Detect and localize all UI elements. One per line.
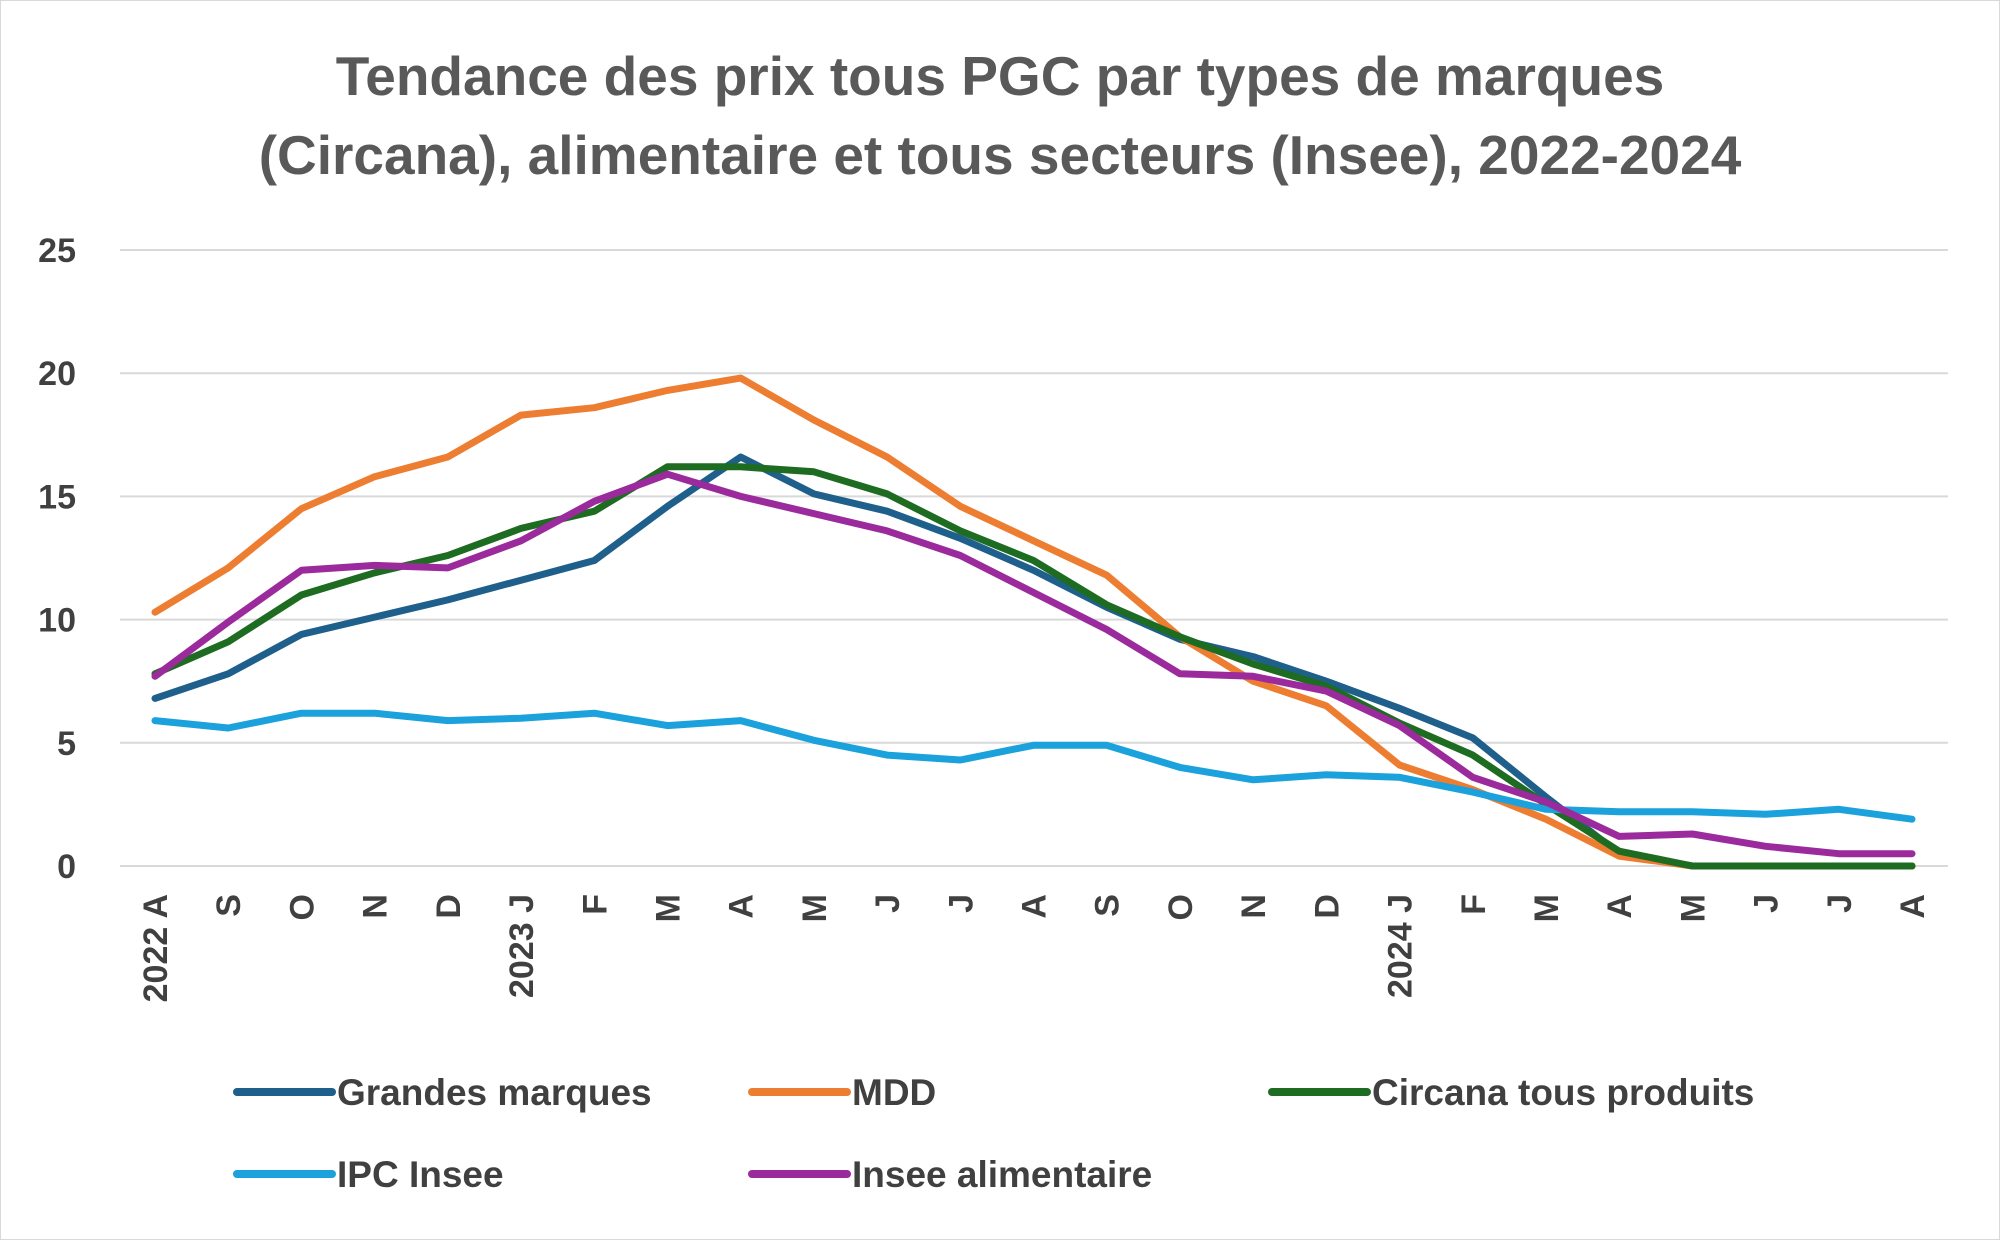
x-axis-ticks: 2022 A S O N D 2023 J F M A M J J A S O N D 2024 J F M A M J J A	[137, 894, 1932, 1002]
legend-label: Circana tous produits	[1372, 1072, 1754, 1113]
x-tick-label: D	[1308, 894, 1346, 919]
legend-label: Insee alimentaire	[852, 1154, 1152, 1195]
x-tick-label: 2024 J	[1382, 894, 1420, 998]
x-tick-label: F	[1455, 894, 1493, 915]
x-tick-label: N	[357, 894, 395, 919]
legend-item: Grandes marques	[233, 1072, 652, 1113]
legend-label: IPC Insee	[337, 1154, 504, 1195]
x-tick-label: 2023 J	[503, 894, 541, 998]
x-tick-label: M	[1528, 894, 1566, 922]
legend-label: Grandes marques	[337, 1072, 652, 1113]
gridlines	[120, 249, 1948, 867]
series-line-2	[151, 463, 1916, 870]
legend: Grandes marques MDD Circana tous produits I…	[233, 1072, 1754, 1195]
y-axis-ticks: 0 5 10 15 20 25	[38, 232, 76, 886]
x-tick-label: A	[1894, 894, 1932, 919]
x-tick-label: J	[869, 894, 907, 913]
x-tick-label: M	[1674, 894, 1712, 922]
series-line-1	[151, 374, 1916, 870]
x-tick-label: A	[1016, 894, 1054, 919]
series-line-0	[151, 453, 1916, 870]
y-tick-label: 10	[38, 602, 76, 640]
x-tick-label: 2022 A	[137, 894, 175, 1002]
x-tick-label: A	[723, 894, 761, 919]
y-tick-label: 0	[57, 848, 76, 886]
series-line-3	[151, 709, 1916, 823]
y-tick-label: 15	[38, 478, 76, 516]
x-tick-label: S	[1089, 894, 1127, 917]
x-tick-label: O	[1162, 894, 1200, 920]
chart-title: Tendance des prix tous PGC par types de …	[259, 45, 1742, 186]
x-tick-label: J	[942, 894, 980, 913]
x-tick-label: M	[796, 894, 834, 922]
legend-item: Insee alimentaire	[748, 1154, 1152, 1195]
x-tick-label: D	[430, 894, 468, 919]
x-tick-label: J	[1748, 894, 1786, 913]
legend-label: MDD	[852, 1072, 936, 1113]
series-line-4	[151, 470, 1916, 858]
legend-item: MDD	[748, 1072, 936, 1113]
x-tick-label: N	[1235, 894, 1273, 919]
y-tick-label: 20	[38, 355, 76, 393]
chart-title-line-2: (Circana), alimentaire et tous secteurs …	[259, 124, 1742, 186]
x-tick-label: F	[576, 894, 614, 915]
x-tick-label: O	[283, 894, 321, 920]
x-tick-label: S	[210, 894, 248, 917]
legend-item: Circana tous produits	[1268, 1072, 1754, 1113]
y-tick-label: 25	[38, 232, 76, 270]
x-tick-label: A	[1601, 894, 1639, 919]
y-tick-label: 5	[57, 725, 76, 763]
x-tick-label: J	[1821, 894, 1859, 913]
series-lines	[151, 374, 1916, 870]
legend-item: IPC Insee	[233, 1154, 504, 1195]
x-tick-label: M	[649, 894, 687, 922]
chart-title-line-1: Tendance des prix tous PGC par types de …	[336, 45, 1665, 107]
